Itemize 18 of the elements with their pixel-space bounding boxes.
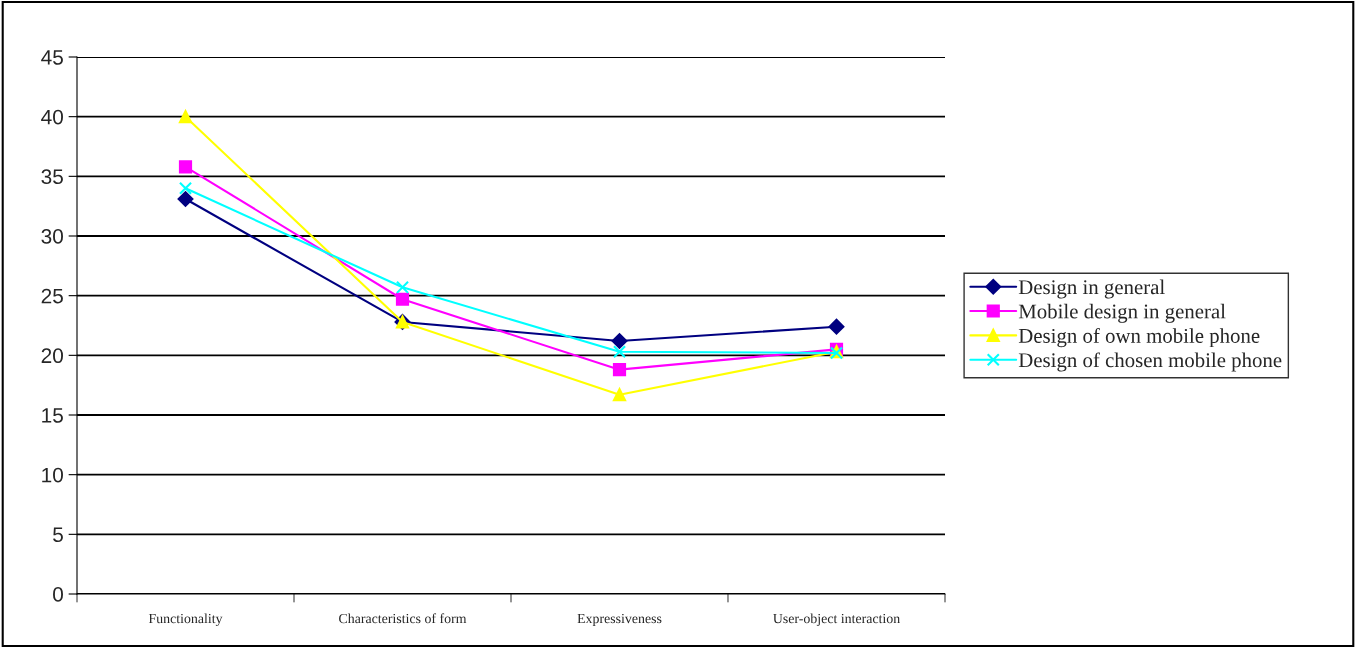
y-tick-label: 35 <box>41 169 63 185</box>
y-tick-label: 15 <box>42 408 63 423</box>
legend-label: Mobile design in general <box>1018 303 1226 323</box>
y-tick-label: 10 <box>42 467 63 483</box>
legend-label: Design in general <box>1018 279 1165 299</box>
y-tick-label: 45 <box>41 50 63 65</box>
y-tick-label: 20 <box>41 348 63 364</box>
x-tick-label: Characteristics of form <box>339 613 467 624</box>
y-tick-label: 0 <box>53 587 63 602</box>
y-tick-label: 25 <box>41 288 63 304</box>
legend-label: Design of chosen mobile phone <box>1018 352 1282 372</box>
legend-label: Design of own mobile phone <box>1018 328 1260 348</box>
y-tick-label: 30 <box>41 229 63 244</box>
x-tick-label: Functionality <box>148 613 223 627</box>
x-tick-label: User-object interaction <box>773 613 900 627</box>
x-tick-label: Expressiveness <box>577 613 662 627</box>
y-tick-label: 40 <box>41 109 63 125</box>
y-tick-label: 5 <box>53 527 63 543</box>
